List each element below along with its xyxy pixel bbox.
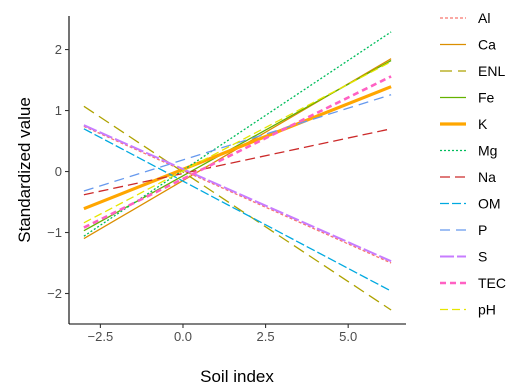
- legend-item-k: K: [440, 116, 488, 132]
- legend-item-fe: Fe: [440, 90, 495, 106]
- series-line-enl: [83, 105, 392, 311]
- series-line-s: [83, 124, 392, 263]
- legend-label: TEC: [478, 275, 506, 291]
- legend-item-ca: Ca: [440, 37, 496, 53]
- y-tick-label: 2: [55, 42, 62, 57]
- y-tick-label: 1: [55, 103, 62, 118]
- plot-area: [83, 31, 392, 311]
- x-tick-label: 2.5: [257, 329, 275, 344]
- y-tick-label: −2: [47, 286, 62, 301]
- legend-label: ENL: [478, 63, 505, 79]
- legend-label: Mg: [478, 143, 497, 159]
- legend-label: Al: [478, 10, 490, 26]
- legend-item-mg: Mg: [440, 143, 497, 159]
- series-line-tec: [83, 75, 392, 229]
- y-axis-title: Standardized value: [15, 97, 34, 243]
- legend-label: K: [478, 116, 488, 132]
- x-axis-title: Soil index: [200, 367, 274, 386]
- legend: Al Ca ENL Fe K Mg Na OM PS TEC pH: [440, 10, 506, 318]
- legend-item-ph: pH: [440, 302, 496, 318]
- legend-label: Ca: [478, 37, 496, 53]
- legend-label: pH: [478, 302, 496, 318]
- x-tick-label: −2.5: [88, 329, 114, 344]
- y-tick-label: −1: [47, 225, 62, 240]
- legend-label: S: [478, 249, 487, 265]
- axes: −2.5 0.0 2.5 5.0 −2 −1 0 1 2 Soil index Standar…: [15, 16, 406, 386]
- legend-item-enl: ENL: [440, 63, 505, 79]
- series-line-mg: [83, 31, 392, 237]
- legend-item-tec: TEC: [440, 275, 506, 291]
- x-ticks: −2.5 0.0 2.5 5.0: [88, 324, 357, 344]
- x-tick-label: 0.0: [174, 329, 192, 344]
- legend-item-s: S: [440, 249, 487, 265]
- legend-label: P: [478, 222, 487, 238]
- legend-item-p: P: [440, 222, 487, 238]
- series-line-k: [83, 85, 392, 211]
- legend-label: OM: [478, 196, 501, 212]
- series-line-om: [83, 128, 392, 292]
- series-line-na: [83, 128, 392, 196]
- y-ticks: −2 −1 0 1 2: [47, 42, 69, 301]
- legend-item-al: Al: [440, 10, 490, 26]
- series-line-ph: [83, 61, 392, 224]
- y-tick-label: 0: [55, 164, 62, 179]
- legend-item-om: OM: [440, 196, 501, 212]
- legend-label: Na: [478, 169, 496, 185]
- legend-item-na: Na: [440, 169, 496, 185]
- legend-label: Fe: [478, 90, 495, 106]
- x-tick-label: 5.0: [339, 329, 357, 344]
- series-layer: [83, 31, 392, 311]
- series-line-al: [83, 125, 392, 264]
